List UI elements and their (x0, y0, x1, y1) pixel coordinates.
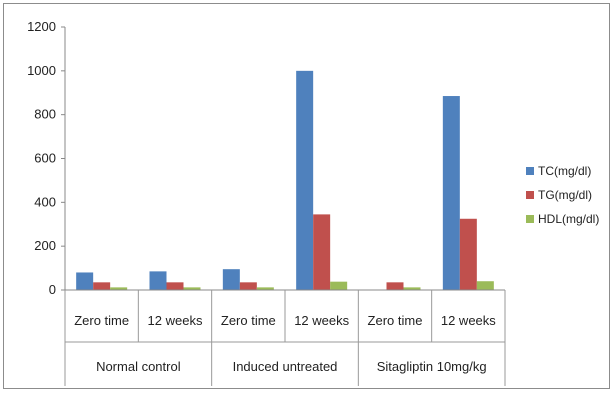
bar-hdlmgdl (183, 287, 201, 290)
legend-swatch (526, 167, 534, 175)
x-axis: Zero time 12 weeks Zero time 12 weeks Zero t… (64, 289, 506, 386)
bar-tgmgdl (313, 214, 331, 290)
bar-hdlmgdl (256, 287, 274, 290)
bar-tcmgdl (149, 271, 167, 290)
legend-swatch (526, 191, 534, 199)
x-category-label: Zero time (368, 313, 423, 328)
bar-hdlmgdl (110, 287, 128, 290)
x-group-label: Normal control (96, 359, 181, 374)
x-category-label: Zero time (74, 313, 129, 328)
bar-tcmgdl (442, 96, 460, 290)
y-tick-label: 400 (34, 194, 56, 209)
y-tick-label: 1000 (27, 63, 56, 78)
bar-tgmgdl (386, 282, 404, 290)
legend-label: TG(mg/dl) (538, 188, 592, 202)
bar-hdlmgdl (330, 281, 348, 290)
y-tick-label: 0 (49, 282, 56, 297)
x-category-label: 12 weeks (148, 313, 203, 328)
y-axis: 0 200 400 600 800 1000 1200 (27, 19, 66, 297)
x-group-label: Sitagliptin 10mg/kg (377, 359, 487, 374)
bar-tgmgdl (93, 282, 111, 290)
legend-label: HDL(mg/dl) (538, 212, 599, 226)
y-tick-label: 1200 (27, 19, 56, 34)
bar-tcmgdl (296, 70, 314, 290)
bar-tgmgdl (239, 282, 257, 290)
y-tick-label: 800 (34, 107, 56, 122)
x-category-label: Zero time (221, 313, 276, 328)
x-group-label: Induced untreated (233, 359, 338, 374)
x-category-label: 12 weeks (294, 313, 349, 328)
legend: TC(mg/dl) TG(mg/dl) HDL(mg/dl) (526, 164, 599, 226)
bars (76, 70, 494, 290)
bar-tgmgdl (459, 218, 477, 290)
x-category-label: 12 weeks (441, 313, 496, 328)
bar-tgmgdl (166, 282, 184, 290)
legend-swatch (526, 215, 534, 223)
y-tick-label: 200 (34, 238, 56, 253)
bar-hdlmgdl (403, 287, 421, 290)
bar-tcmgdl (222, 269, 240, 290)
bar-tcmgdl (76, 272, 94, 290)
bar-hdlmgdl (476, 281, 494, 290)
legend-label: TC(mg/dl) (538, 164, 591, 178)
y-tick-label: 600 (34, 151, 56, 166)
